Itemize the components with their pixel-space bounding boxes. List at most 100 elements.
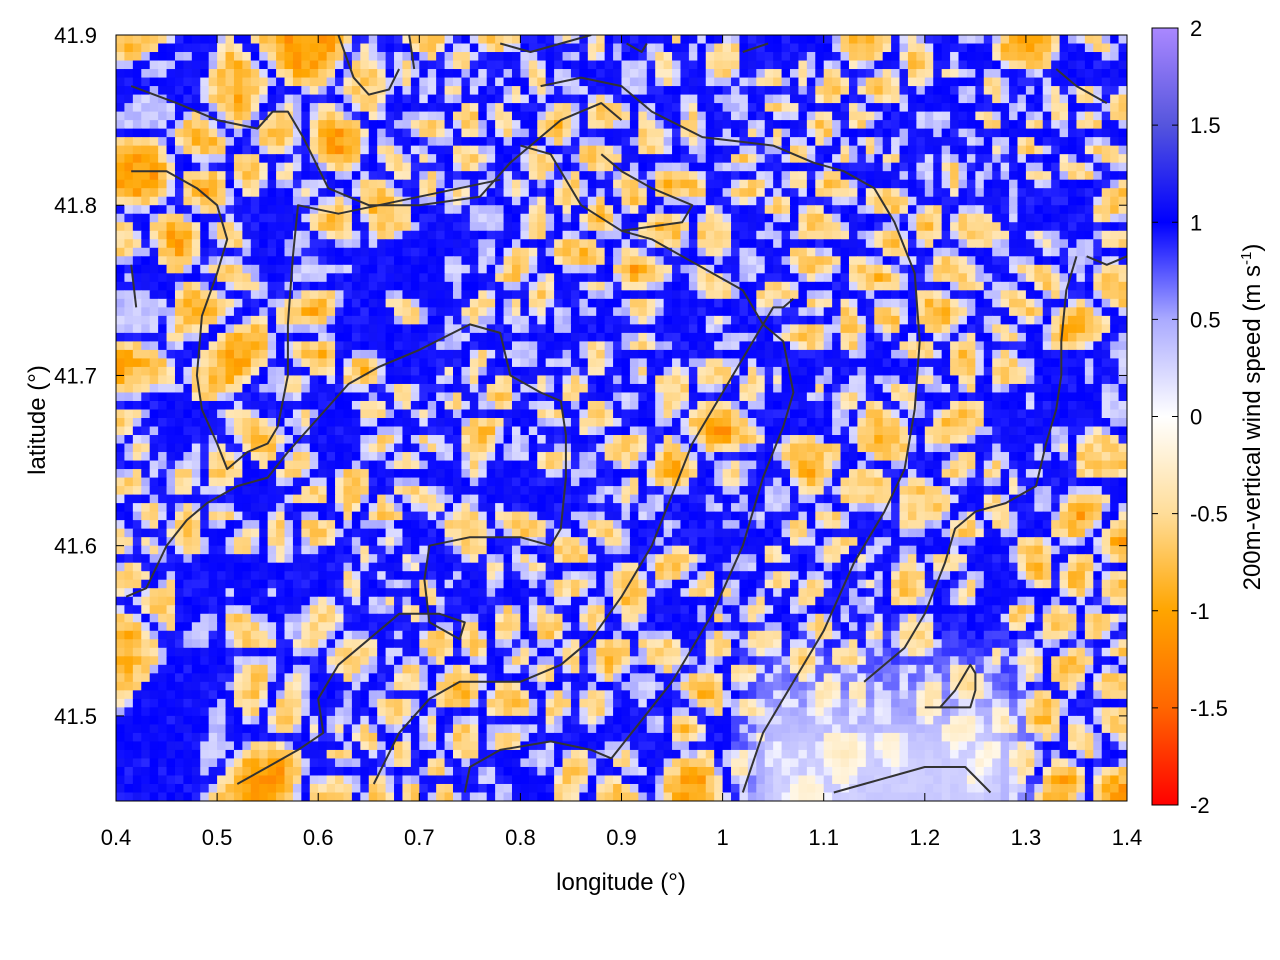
heatmap-cell bbox=[318, 239, 328, 249]
heatmap-cell bbox=[857, 324, 867, 334]
heatmap-cell bbox=[309, 358, 319, 368]
heatmap-cell bbox=[545, 273, 555, 283]
heatmap-cell bbox=[233, 324, 243, 334]
heatmap-cell bbox=[1025, 111, 1035, 121]
heatmap-cell bbox=[394, 358, 404, 368]
heatmap-cell bbox=[882, 239, 892, 249]
heatmap-cell bbox=[259, 103, 269, 113]
heatmap-cell bbox=[394, 171, 404, 181]
heatmap-cell bbox=[410, 128, 420, 138]
heatmap-cell bbox=[1084, 230, 1094, 240]
heatmap-cell bbox=[663, 366, 673, 377]
heatmap-cell bbox=[284, 137, 294, 147]
heatmap-cell bbox=[832, 60, 842, 70]
heatmap-cell bbox=[840, 43, 850, 53]
heatmap-cell bbox=[756, 35, 766, 45]
heatmap-cell bbox=[208, 128, 218, 138]
heatmap-cell bbox=[385, 128, 395, 138]
heatmap-cell bbox=[225, 256, 235, 266]
heatmap-cell bbox=[731, 69, 741, 79]
heatmap-cell bbox=[554, 154, 564, 164]
heatmap-cell bbox=[916, 349, 926, 360]
heatmap-cell bbox=[225, 366, 235, 377]
heatmap-cell bbox=[714, 111, 724, 121]
heatmap-cell bbox=[292, 358, 302, 368]
heatmap-cell bbox=[663, 315, 673, 325]
heatmap-cell bbox=[537, 145, 547, 155]
heatmap-cell bbox=[1017, 239, 1027, 249]
heatmap-cell bbox=[503, 60, 513, 70]
heatmap-cell bbox=[773, 239, 783, 249]
heatmap-cell bbox=[958, 324, 968, 334]
heatmap-cell bbox=[857, 35, 867, 45]
heatmap-cell bbox=[528, 196, 538, 206]
heatmap-cell bbox=[503, 188, 513, 198]
heatmap-cell bbox=[1051, 60, 1061, 70]
heatmap-cell bbox=[688, 52, 698, 62]
heatmap-cell bbox=[537, 222, 547, 232]
heatmap-cell bbox=[756, 52, 766, 62]
heatmap-cell bbox=[958, 120, 968, 130]
heatmap-cell bbox=[1042, 35, 1052, 45]
heatmap-cell bbox=[116, 137, 126, 147]
heatmap-cell bbox=[672, 213, 682, 223]
heatmap-cell bbox=[242, 35, 252, 45]
heatmap-cell bbox=[764, 137, 774, 147]
heatmap-cell bbox=[469, 196, 479, 206]
heatmap-cell bbox=[402, 205, 412, 215]
heatmap-cell bbox=[806, 358, 816, 368]
heatmap-cell bbox=[790, 179, 800, 189]
heatmap-cell bbox=[806, 247, 816, 257]
heatmap-cell bbox=[419, 264, 429, 274]
heatmap-cell bbox=[1068, 366, 1078, 377]
heatmap-cell bbox=[570, 69, 580, 79]
heatmap-cell bbox=[1118, 43, 1127, 53]
heatmap-cell bbox=[983, 196, 993, 206]
heatmap-cell bbox=[326, 307, 336, 317]
heatmap-cell bbox=[882, 35, 892, 45]
heatmap-cell bbox=[773, 307, 783, 317]
heatmap-cell bbox=[773, 94, 783, 104]
heatmap-cell bbox=[503, 137, 513, 147]
heatmap-cell bbox=[1101, 162, 1111, 172]
heatmap-cell bbox=[326, 213, 336, 223]
heatmap-cell bbox=[857, 366, 867, 377]
heatmap-cell bbox=[208, 35, 218, 45]
heatmap-cell bbox=[537, 366, 547, 377]
heatmap-cell bbox=[613, 222, 623, 232]
heatmap-cell bbox=[975, 324, 985, 334]
heatmap-cell bbox=[343, 298, 353, 308]
heatmap-cell bbox=[419, 94, 429, 104]
heatmap-cell bbox=[924, 273, 934, 283]
heatmap-cell bbox=[587, 154, 597, 164]
heatmap-cell bbox=[629, 358, 639, 368]
heatmap-cell bbox=[478, 358, 488, 368]
heatmap-cell bbox=[840, 281, 850, 291]
heatmap-cell bbox=[478, 35, 488, 45]
heatmap-cell bbox=[646, 366, 656, 377]
heatmap-cell bbox=[461, 86, 471, 96]
heatmap-cell bbox=[503, 111, 513, 121]
heatmap-cell bbox=[672, 145, 682, 155]
heatmap-cell bbox=[292, 281, 302, 291]
heatmap-cell bbox=[368, 273, 378, 283]
heatmap-cell bbox=[225, 230, 235, 240]
heatmap-cell bbox=[806, 307, 816, 317]
heatmap-cell bbox=[461, 366, 471, 377]
heatmap-cell bbox=[613, 298, 623, 308]
heatmap-cell bbox=[1025, 86, 1035, 96]
heatmap-cell bbox=[705, 94, 715, 104]
heatmap-cell bbox=[1042, 239, 1052, 249]
heatmap-cell bbox=[705, 358, 715, 368]
heatmap-cell bbox=[141, 290, 151, 300]
heatmap-cell bbox=[1009, 162, 1019, 172]
heatmap-cell bbox=[132, 145, 142, 155]
heatmap-cell bbox=[377, 332, 387, 342]
heatmap-cell bbox=[992, 86, 1002, 96]
heatmap-cell bbox=[469, 103, 479, 113]
heatmap-cell bbox=[806, 111, 816, 121]
heatmap-cell bbox=[916, 86, 926, 96]
heatmap-cell bbox=[1025, 239, 1035, 249]
heatmap-cell bbox=[992, 281, 1002, 291]
heatmap-cell bbox=[503, 281, 513, 291]
